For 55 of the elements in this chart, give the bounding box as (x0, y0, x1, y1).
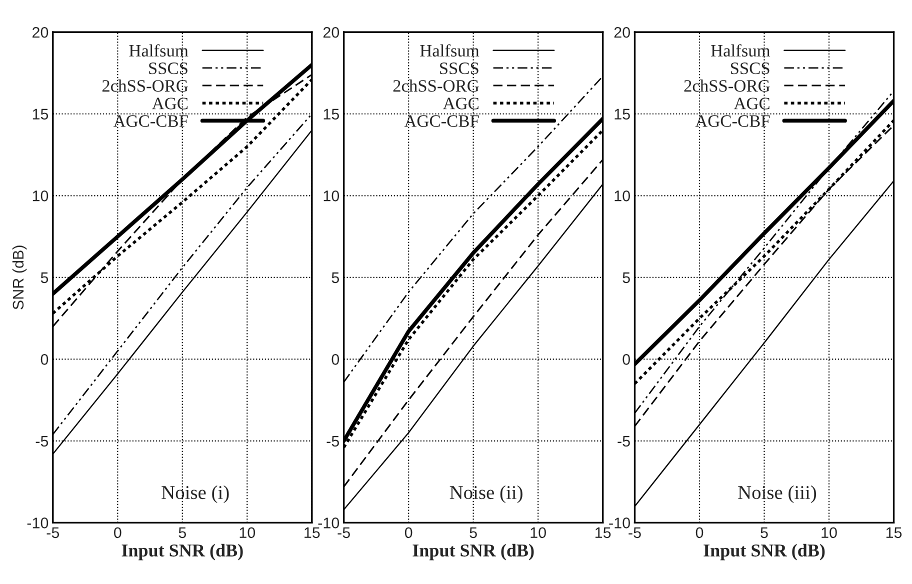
legend-label: 2chSS-ORG (393, 80, 479, 92)
y-tick-label: -5 (36, 436, 48, 447)
y-tick-label: 10 (32, 190, 48, 202)
legend-label: AGC (442, 98, 478, 110)
x-axis-title: Input SNR (dB) (412, 544, 534, 560)
y-tick-label: -5 (618, 436, 630, 447)
legend-label: SSCS (440, 62, 478, 74)
annotation: Noise (i) (162, 485, 229, 504)
x-tick-label: 10 (822, 527, 837, 538)
legend-label: AGC (734, 98, 770, 110)
legend-label: AGC-CBF (404, 115, 479, 127)
y-tick-label: 15 (324, 108, 340, 120)
y-tick-label: -10 (27, 518, 48, 528)
x-tick-label: 5 (760, 527, 768, 538)
y-tick-label: 20 (323, 26, 340, 38)
x-tick-label: 15 (886, 527, 902, 538)
y-tick-label: 20 (32, 26, 48, 38)
y-tick-label: -10 (318, 518, 340, 528)
y-tick-label: 5 (622, 272, 630, 284)
legend-label: Halfsum (420, 44, 480, 57)
x-tick-label: 10 (240, 527, 256, 538)
legend-label: SSCS (730, 62, 770, 74)
y-axis-title: SNR (dB) (12, 246, 27, 310)
y-tick-label: 10 (324, 190, 340, 202)
annotation: Noise (ii) (450, 485, 522, 504)
x-axis-title: Input SNR (dB) (122, 544, 243, 560)
legend-label: 2chSS-ORG (102, 80, 188, 92)
y-tick-label: 15 (32, 108, 48, 120)
y-tick-label: -5 (326, 436, 340, 447)
legend-label: SSCS (149, 62, 188, 74)
y-tick-label: 20 (614, 26, 630, 38)
x-tick-label: 5 (178, 527, 186, 538)
y-tick-label: 0 (332, 354, 340, 365)
x-tick-label: 5 (470, 527, 477, 538)
annotation: Noise (iii) (738, 485, 816, 504)
x-tick-label: 0 (696, 527, 704, 538)
y-tick-label: 0 (622, 354, 630, 365)
y-tick-label: 5 (40, 272, 48, 284)
legend-label: AGC (152, 98, 188, 110)
legend-label: AGC-CBF (113, 115, 188, 127)
legend-label: AGC-CBF (695, 115, 770, 127)
y-tick-label: 10 (614, 190, 630, 202)
y-tick-label: -10 (609, 518, 630, 528)
x-tick-label: 15 (596, 527, 611, 538)
y-tick-label: 0 (40, 354, 48, 365)
legend-label: Halfsum (129, 44, 188, 57)
y-tick-label: 15 (614, 108, 630, 120)
x-tick-label: 15 (304, 527, 320, 538)
x-axis-title: Input SNR (dB) (704, 544, 825, 560)
x-tick-label: 0 (114, 527, 122, 538)
x-tick-label: 0 (404, 527, 412, 538)
legend-label: 2chSS-ORG (684, 80, 770, 92)
x-tick-label: 10 (530, 527, 546, 538)
legend-label: Halfsum (711, 44, 770, 57)
y-tick-label: 5 (332, 272, 340, 284)
